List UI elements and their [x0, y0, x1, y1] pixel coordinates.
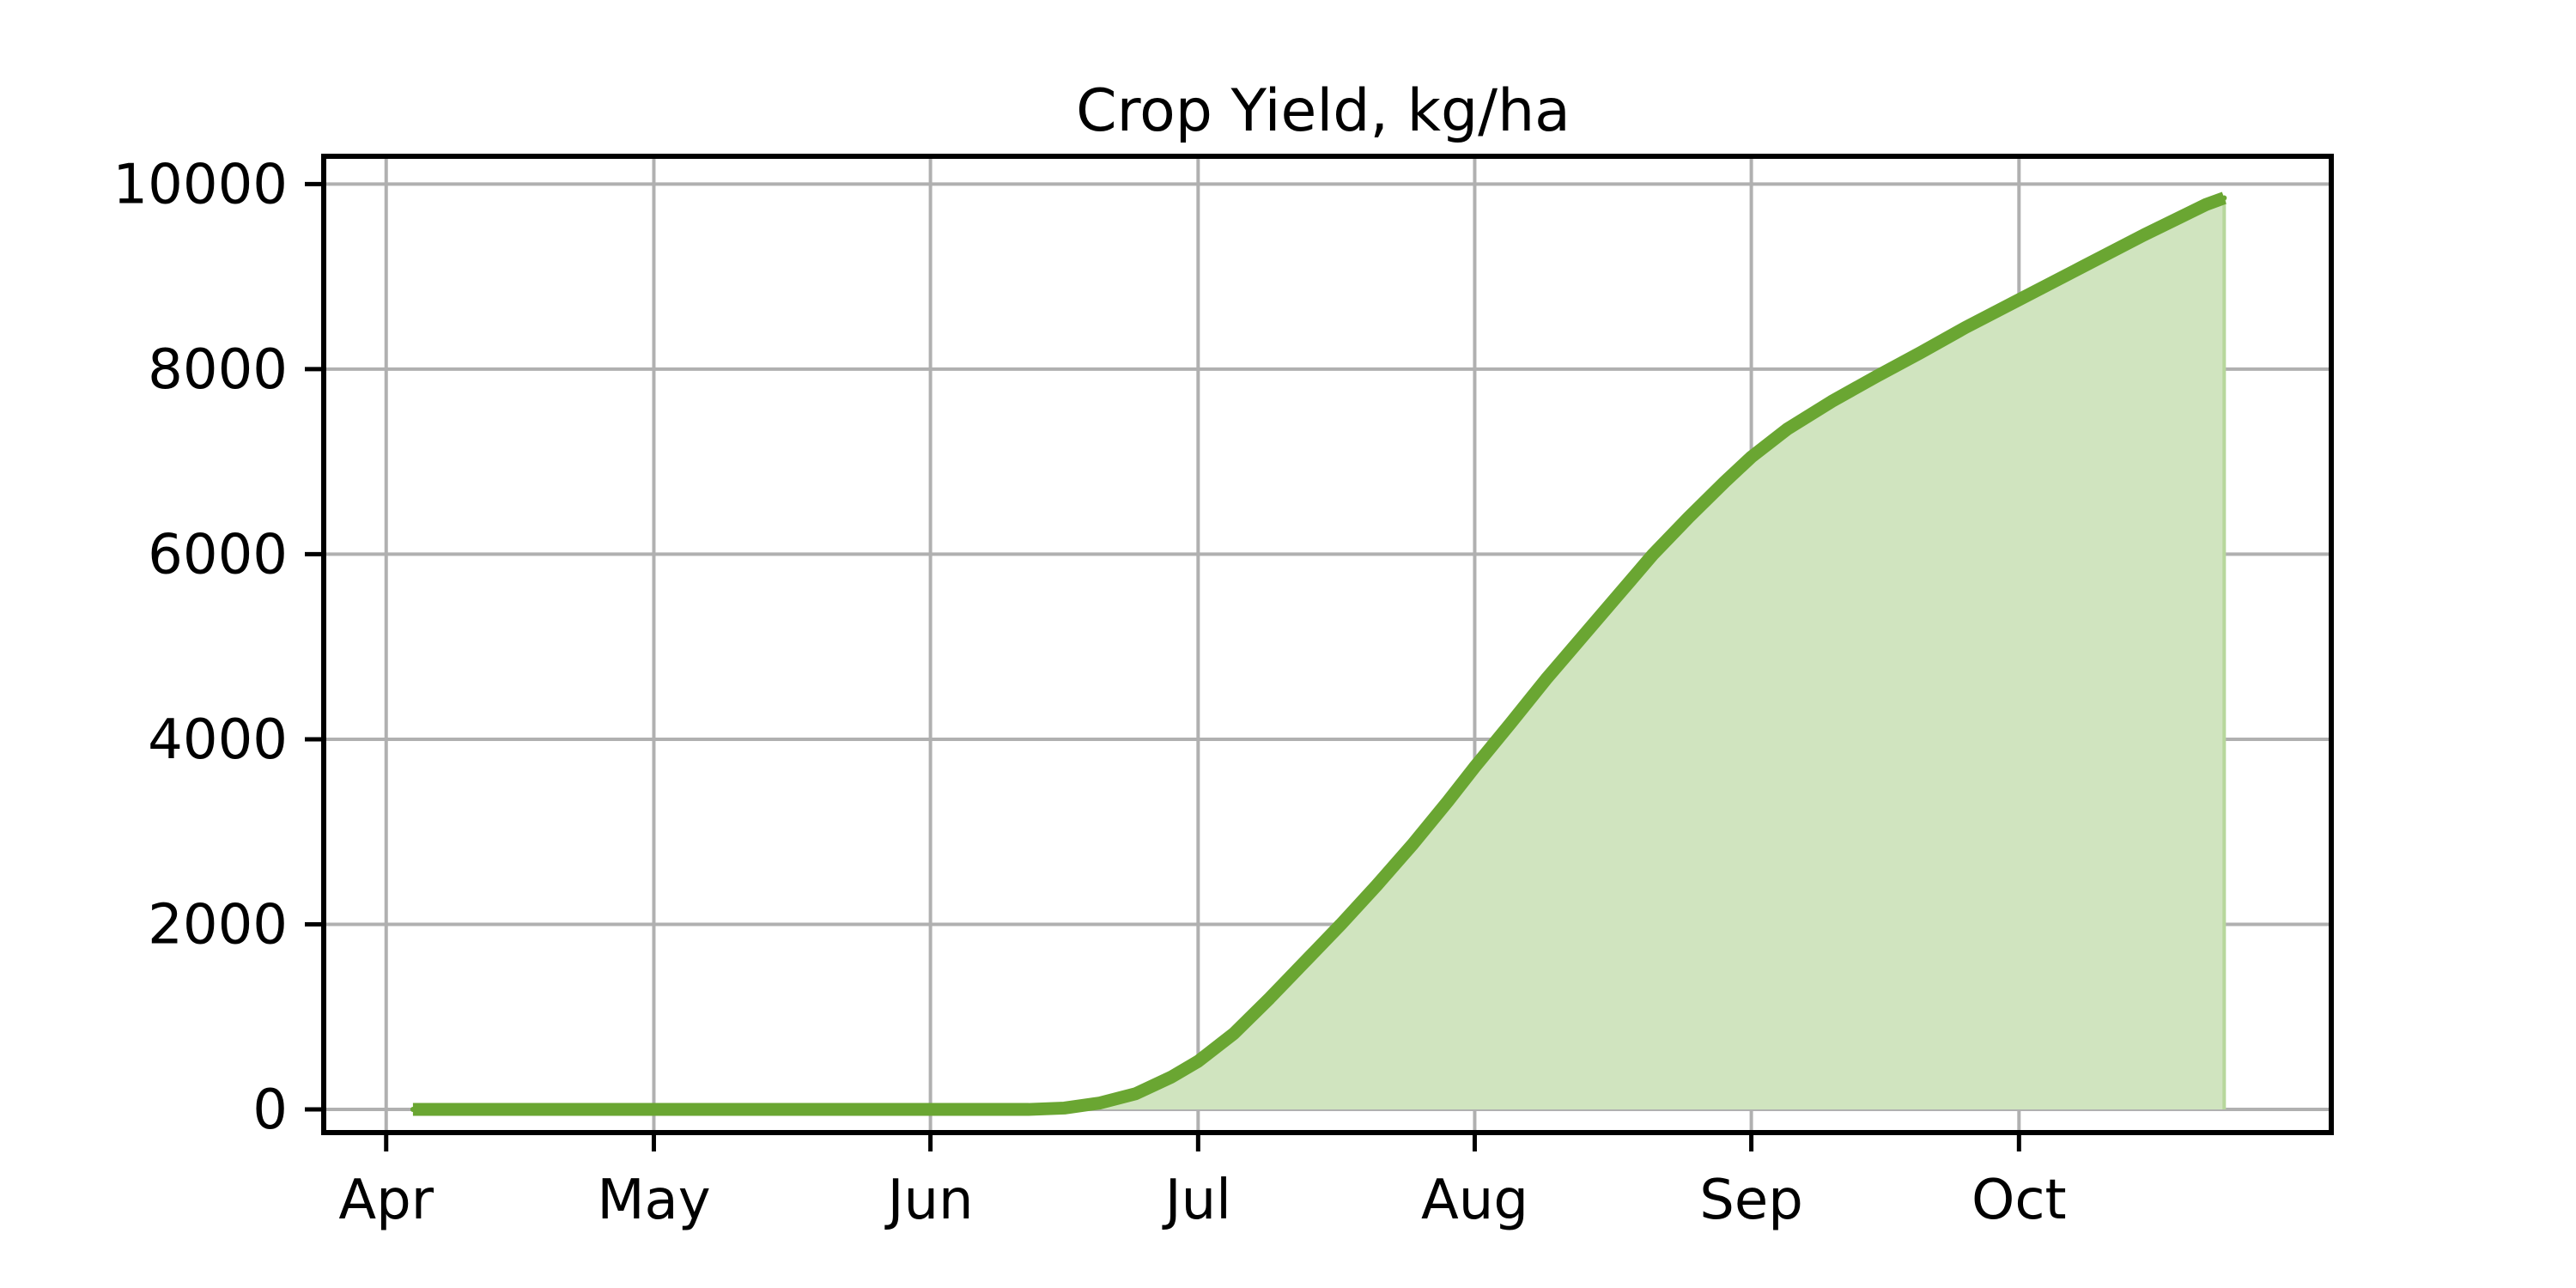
y-tick-label: 0	[252, 1078, 288, 1142]
data-point	[2221, 195, 2227, 201]
x-tick-label: Sep	[1699, 1169, 1803, 1232]
y-tick-label: 10000	[112, 153, 288, 216]
y-tick-label: 8000	[148, 338, 288, 402]
series-area	[412, 197, 2227, 1110]
data-point	[927, 1107, 933, 1113]
data-point	[1543, 676, 1549, 682]
data-point	[1472, 764, 1478, 770]
data-point	[1025, 1107, 1031, 1113]
axes	[321, 154, 2334, 1135]
x-axis-ticks: Apr May Jun Jul Aug Sep Oct	[338, 1133, 2067, 1232]
data-point	[1409, 841, 1415, 848]
data-point	[2079, 264, 2085, 270]
data-point	[1445, 799, 1451, 805]
x-tick-label: Jun	[884, 1169, 974, 1232]
data-point	[1195, 1059, 1201, 1065]
data-point	[1230, 1030, 1236, 1036]
data-point	[1508, 720, 1514, 726]
data-point	[1918, 349, 1924, 355]
data-point	[1874, 374, 1880, 380]
data-point	[2016, 297, 2022, 303]
data-point	[1748, 454, 1754, 460]
chart-title: Crop Yield, kg/ha	[1076, 77, 1571, 145]
x-tick-label: Jul	[1162, 1169, 1231, 1232]
y-tick-label: 4000	[148, 708, 288, 772]
series-line	[410, 191, 2227, 1116]
data-point	[2141, 232, 2147, 238]
data-point	[1169, 1074, 1175, 1080]
data-point	[1650, 551, 1656, 557]
x-tick-label: Oct	[1971, 1169, 2067, 1232]
data-point	[1061, 1105, 1067, 1111]
data-point	[1338, 921, 1344, 927]
data-point	[1267, 995, 1273, 1001]
data-point	[2203, 202, 2209, 208]
data-point	[1133, 1091, 1139, 1097]
data-point	[1784, 426, 1790, 432]
yield-area-fill	[412, 197, 2225, 1110]
y-tick-label: 6000	[148, 523, 288, 586]
data-point	[1614, 592, 1620, 598]
data-point	[1579, 635, 1585, 641]
data-point	[651, 1107, 657, 1113]
data-point	[1829, 398, 1835, 404]
data-point	[1303, 958, 1309, 964]
x-tick-label: May	[597, 1169, 710, 1232]
y-axis-ticks: 0 2000 4000 6000 8000 10000	[112, 153, 324, 1142]
data-point	[410, 1107, 416, 1113]
data-point	[1722, 479, 1728, 485]
data-point	[1097, 1100, 1103, 1106]
plot-frame	[321, 154, 2334, 1135]
x-tick-label: Apr	[338, 1169, 434, 1232]
y-tick-label: 2000	[148, 894, 288, 957]
data-point	[1374, 883, 1380, 889]
x-tick-label: Aug	[1421, 1169, 1528, 1232]
data-point	[1962, 325, 1968, 331]
data-point	[1686, 514, 1692, 520]
